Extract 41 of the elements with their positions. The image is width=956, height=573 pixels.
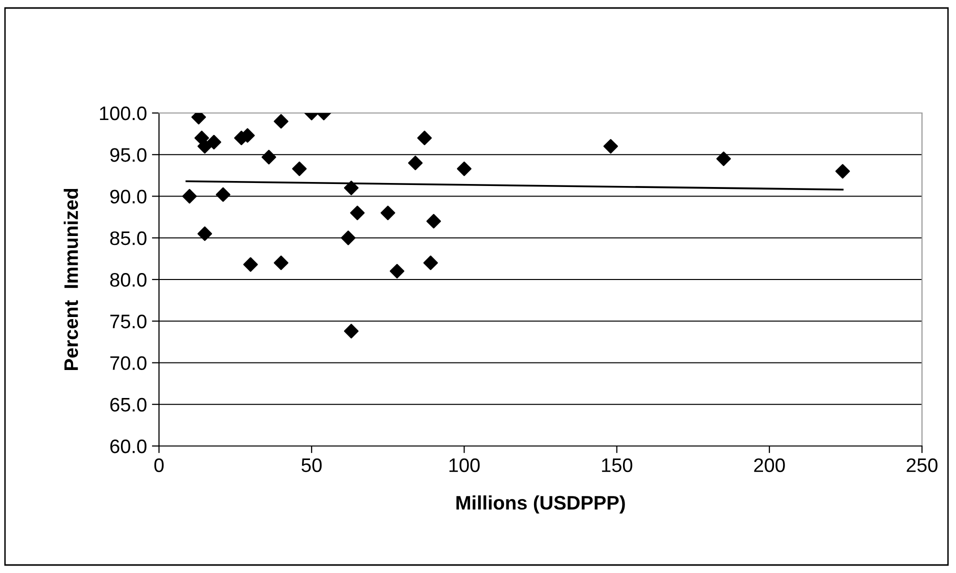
y-tick-label: 75.0 bbox=[110, 314, 146, 328]
y-tick-label: 100.0 bbox=[100, 106, 146, 120]
point bbox=[423, 256, 438, 270]
point bbox=[408, 156, 423, 170]
point bbox=[380, 206, 396, 220]
point bbox=[417, 130, 432, 146]
y-tick-label: 70.0 bbox=[110, 356, 146, 370]
x-tick-label: 150 bbox=[602, 458, 632, 472]
point bbox=[206, 134, 222, 150]
point bbox=[716, 152, 731, 166]
point bbox=[243, 257, 258, 272]
y-tick-label: 80.0 bbox=[110, 272, 146, 287]
point bbox=[197, 139, 212, 154]
point bbox=[274, 256, 288, 270]
point bbox=[344, 324, 359, 338]
point bbox=[350, 206, 365, 220]
point bbox=[390, 264, 404, 278]
y-tick-label: 95.0 bbox=[110, 148, 146, 162]
y-tick-label: 85.0 bbox=[110, 231, 146, 246]
x-tick-label: 50 bbox=[302, 458, 322, 472]
point bbox=[262, 150, 276, 164]
y-tick-label: 90.0 bbox=[110, 190, 146, 204]
point bbox=[340, 230, 356, 246]
x-tick-label: 100 bbox=[449, 458, 480, 472]
point bbox=[216, 187, 230, 202]
point bbox=[344, 180, 359, 196]
x-tick-label: 250 bbox=[906, 458, 938, 472]
point bbox=[182, 188, 197, 204]
y-axis-title: Percent Immunized bbox=[64, 188, 78, 370]
point bbox=[197, 226, 212, 241]
x-axis-title: Millions (USDPPP) bbox=[456, 495, 625, 514]
point bbox=[274, 114, 288, 129]
x-tick-label: 0 bbox=[154, 458, 164, 472]
x-tick-label: 200 bbox=[754, 458, 785, 472]
point bbox=[835, 164, 850, 179]
point bbox=[603, 139, 618, 154]
y-tick-label: 65.0 bbox=[110, 398, 146, 412]
point bbox=[426, 214, 441, 229]
point bbox=[456, 161, 472, 176]
y-tick-label: 60.0 bbox=[110, 439, 146, 454]
point bbox=[292, 161, 307, 176]
